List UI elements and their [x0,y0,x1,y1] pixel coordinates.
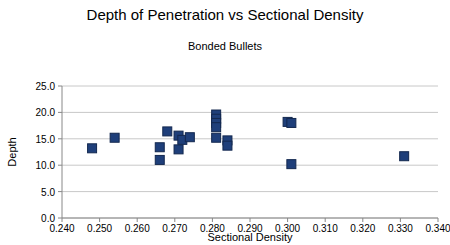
x-tick-label: 0.260 [125,223,150,234]
x-tick [137,218,138,222]
point [400,152,409,161]
y-axis [62,86,63,218]
point [185,133,194,142]
y-tick-label: 15.0 [36,134,56,145]
x-tick-label: 0.340 [425,223,450,234]
point [287,160,296,169]
y-tick-label: 25.0 [36,81,56,92]
grid-line [62,86,438,87]
x-tick [62,218,63,222]
point [174,145,183,154]
y-tick [58,191,62,192]
x-tick [400,218,401,222]
x-tick-label: 0.250 [87,223,112,234]
x-tick-label: 0.240 [49,223,74,234]
x-tick [250,218,251,222]
x-tick [287,218,288,222]
x-axis [62,218,438,219]
x-tick [325,218,326,222]
point [155,143,164,152]
x-tick [438,218,439,222]
y-axis-label: Depth [6,137,18,166]
y-tick-label: 20.0 [36,107,56,118]
point [110,133,119,142]
point [212,123,221,132]
y-tick-label: 5.0 [41,187,55,198]
point [88,144,97,153]
y-tick [58,86,62,87]
chart: Depth of Penetration vs Sectional Densit… [0,0,450,245]
grid-line [62,165,438,166]
grid-line [62,218,438,219]
point [212,133,221,142]
subtitle: Bonded Bullets [188,40,262,52]
point [287,118,296,127]
x-tick [212,218,213,222]
y-tick-label: 10.0 [36,160,56,171]
points [88,110,409,169]
y-tick [58,165,62,166]
page: {"chart_data": { "type": "scatter", "tit… [0,0,450,245]
point [163,127,172,136]
grid-line [62,191,438,192]
y-tick [58,218,62,219]
point [223,141,232,150]
x-tick-label: 0.310 [313,223,338,234]
grid-line [62,112,438,113]
x-tick-label: 0.320 [350,223,375,234]
x-axis-label: Sectional Density [208,231,293,243]
point [155,155,164,164]
title: Depth of Penetration vs Sectional Densit… [87,6,364,23]
x-tick-label: 0.270 [162,223,187,234]
x-tick-label: 0.330 [388,223,413,234]
x-tick [174,218,175,222]
y-tick [58,112,62,113]
x-tick [99,218,100,222]
y-tick [58,138,62,139]
x-tick [362,218,363,222]
